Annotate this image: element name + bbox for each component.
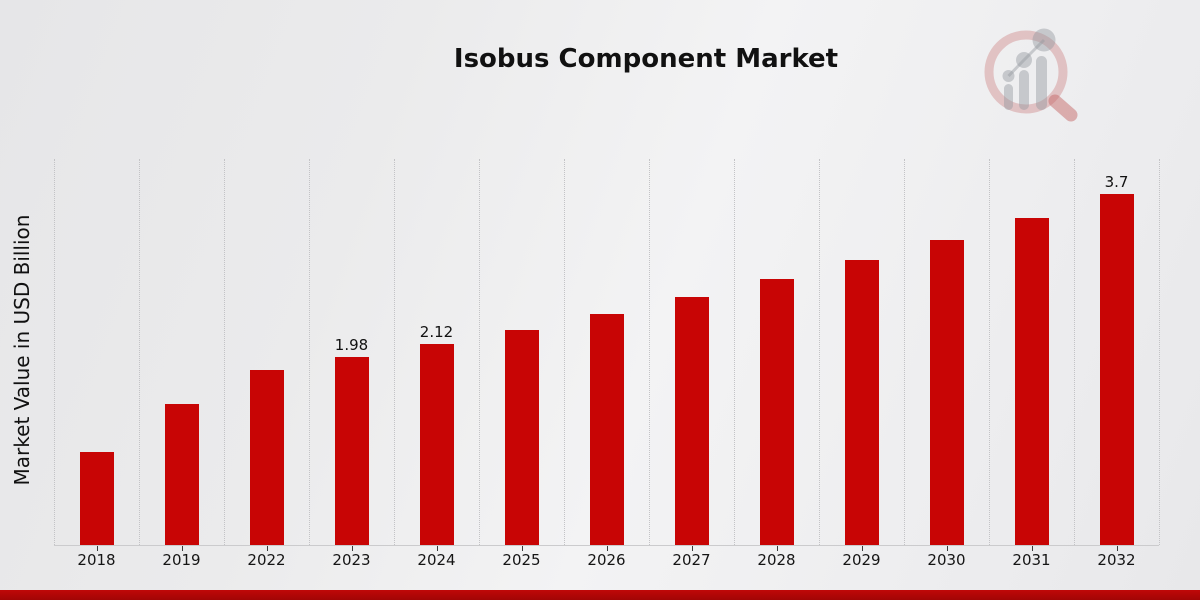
bar-2025: [504, 330, 539, 545]
x-axis-tick: [946, 546, 948, 551]
bottom-accent-strip: [0, 590, 1200, 600]
gridline: [989, 159, 990, 545]
gridline: [224, 159, 225, 545]
gridline: [564, 159, 565, 545]
x-axis-tick: [1116, 546, 1118, 551]
magnifier-bar-chart-logo-icon: [984, 28, 1078, 122]
gridline: [649, 159, 650, 545]
x-axis-tick: [181, 546, 183, 551]
x-tick-label-2025: 2025: [502, 551, 541, 569]
x-tick-label-2022: 2022: [247, 551, 286, 569]
x-tick-label-2029: 2029: [842, 551, 881, 569]
bar-2023: [334, 357, 369, 545]
bar-2031: [1014, 218, 1049, 545]
x-tick-label-2030: 2030: [927, 551, 966, 569]
bar-value-label-2032: 3.7: [1104, 173, 1129, 191]
gridline: [54, 159, 55, 545]
y-axis-label: Market Value in USD Billion: [10, 214, 34, 486]
gridline: [734, 159, 735, 545]
bar-2022: [249, 370, 284, 545]
x-axis-line: [54, 545, 1159, 546]
bar-2027: [674, 297, 709, 545]
bar-2030: [929, 240, 964, 545]
gridline: [819, 159, 820, 545]
bar-2019: [164, 404, 199, 545]
x-tick-label-2024: 2024: [417, 551, 456, 569]
x-axis-tick: [266, 546, 268, 551]
bar-2029: [844, 260, 879, 545]
gridline: [1159, 159, 1160, 545]
x-axis-tick: [861, 546, 863, 551]
x-tick-label-2031: 2031: [1012, 551, 1051, 569]
x-tick-label-2019: 2019: [162, 551, 201, 569]
bar-2024: [419, 344, 454, 545]
x-axis-tick: [96, 546, 98, 551]
x-tick-label-2026: 2026: [587, 551, 626, 569]
bar-2018: [79, 452, 114, 545]
x-tick-label-2032: 2032: [1097, 551, 1136, 569]
gridline: [479, 159, 480, 545]
bar-value-label-2023: 1.98: [334, 336, 369, 354]
gridline: [394, 159, 395, 545]
x-axis-tick: [351, 546, 353, 551]
bar-2026: [589, 314, 624, 545]
x-tick-label-2028: 2028: [757, 551, 796, 569]
x-tick-label-2018: 2018: [77, 551, 116, 569]
bar-2028: [759, 279, 794, 545]
x-axis-tick: [606, 546, 608, 551]
x-axis-tick: [521, 546, 523, 551]
bar-2032: [1099, 194, 1134, 545]
bar-value-label-2024: 2.12: [419, 323, 454, 341]
gridline: [139, 159, 140, 545]
gridline: [1074, 159, 1075, 545]
chart-title: Isobus Component Market: [453, 44, 839, 74]
x-axis-tick: [1031, 546, 1033, 551]
x-axis-tick: [436, 546, 438, 551]
x-axis-tick: [776, 546, 778, 551]
x-axis-tick: [691, 546, 693, 551]
gridline: [309, 159, 310, 545]
x-tick-label-2023: 2023: [332, 551, 371, 569]
x-tick-label-2027: 2027: [672, 551, 711, 569]
gridline: [904, 159, 905, 545]
